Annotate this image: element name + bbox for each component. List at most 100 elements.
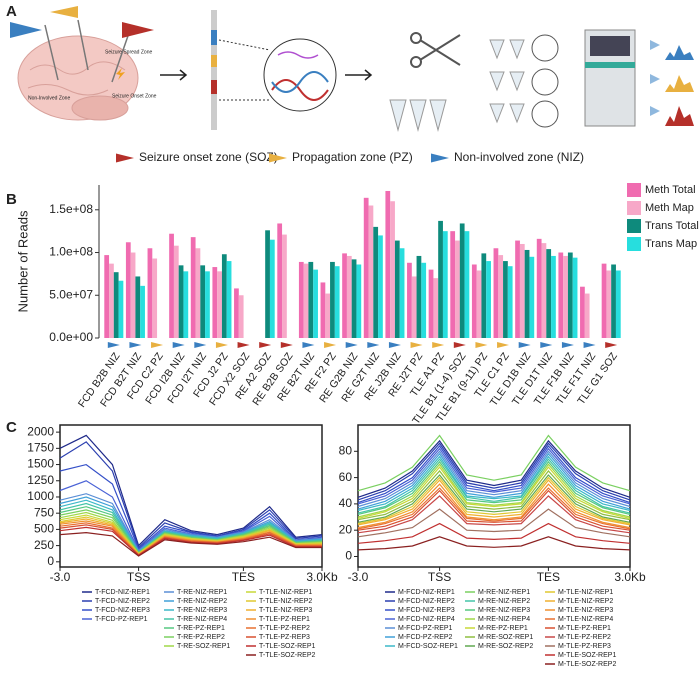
profile-line (59, 531, 322, 557)
bar (428, 269, 434, 338)
x-tick-label: TES (537, 570, 560, 584)
brain-label: Seizure Onset Zone (112, 93, 157, 99)
legend-swatch (627, 183, 641, 197)
bar (411, 276, 417, 338)
bar (503, 261, 508, 338)
zone-flag (324, 342, 337, 348)
profile-line (357, 495, 631, 534)
bar (416, 255, 422, 338)
zone-flag (605, 342, 618, 348)
profile-line (357, 447, 631, 505)
y-tick-label: 1750 (27, 441, 54, 455)
bar (455, 240, 460, 338)
brain-label: Seizure Spread Zone (105, 49, 152, 55)
x-tick-label: TSS (127, 570, 150, 584)
bar (346, 255, 352, 338)
bar (373, 226, 379, 338)
bar (282, 234, 287, 338)
legend-label: M-FCD-PZ-REP2 (398, 634, 453, 641)
bar (471, 264, 477, 338)
bar (584, 293, 590, 338)
y-tick-label: 1.0e+08 (49, 245, 93, 259)
zone-flag (583, 342, 596, 348)
y-tick-label: 0 (47, 554, 54, 568)
bar (394, 240, 400, 338)
zone-flag (215, 342, 228, 348)
bar (390, 201, 395, 338)
legend-label: M-TLE-PZ-REP1 (558, 625, 611, 632)
legend-label: M-TLE-NIZ-REP3 (558, 607, 613, 614)
legend-label: M-TLE-NIZ-REP1 (558, 589, 613, 596)
x-tick-label: 3.0Kb (614, 570, 646, 584)
zone-flag (518, 342, 531, 348)
legend-swatch (627, 237, 641, 251)
profile-line (357, 466, 631, 519)
legend-label: T-FCD-NIZ-REP2 (95, 598, 150, 605)
legend-label: T-TLE-PZ-REP3 (259, 634, 310, 641)
profile-line (357, 460, 631, 515)
profile-line (357, 508, 631, 538)
zone-flag (432, 342, 445, 348)
bar (212, 267, 218, 338)
bar (342, 253, 347, 338)
profile-line (357, 487, 631, 530)
legend-label: M-TLE-PZ-REP2 (558, 634, 611, 641)
bar (541, 243, 547, 338)
bar (238, 295, 244, 338)
zone-legend-label: Non-involved zone (NIZ) (454, 150, 584, 164)
profile-line (357, 476, 631, 525)
bar (173, 245, 179, 338)
bar (399, 248, 405, 338)
profile-line (357, 458, 631, 514)
legend-label: M-RE-NIZ-REP1 (478, 589, 530, 596)
legend-swatch (627, 201, 641, 215)
bar (385, 190, 391, 338)
bar (515, 240, 520, 338)
bar (109, 263, 114, 338)
legend-label: T-RE-PZ-REP1 (177, 625, 225, 632)
profile-line (357, 434, 631, 492)
bar (234, 288, 239, 338)
bar (178, 265, 184, 338)
legend-label: T-RE-PZ-REP2 (177, 634, 225, 641)
legend-label: M-RE-NIZ-REP4 (478, 616, 530, 623)
legend-label: T-TLE-SOZ-REP2 (259, 652, 316, 659)
bar (104, 255, 110, 338)
zone-flag (431, 153, 449, 163)
zone-flag (194, 342, 207, 348)
zone-flag (475, 342, 488, 348)
legend-label: T-RE-NIZ-REP1 (177, 589, 227, 596)
zone-legend-label: Propagation zone (PZ) (292, 150, 413, 164)
zone-flag (107, 342, 120, 348)
profile-line (357, 455, 631, 512)
legend-label: M-TLE-NIZ-REP2 (558, 598, 613, 605)
profile-line (357, 439, 631, 498)
legend-label: Trans Total (645, 220, 699, 232)
legend-label: M-RE-SOZ-REP1 (478, 634, 533, 641)
y-tick-label: 60 (339, 470, 353, 484)
bar (320, 282, 326, 338)
bar (113, 272, 119, 338)
bar (147, 248, 153, 338)
legend-label: M-TLE-SOZ-REP2 (558, 661, 616, 668)
bar (442, 231, 448, 338)
bar (486, 261, 491, 338)
y-tick-label: 250 (34, 538, 54, 552)
y-tick-label: 0.0e+00 (49, 330, 93, 344)
bar (298, 261, 304, 338)
bar (606, 270, 612, 338)
profile-line (357, 483, 631, 529)
bar (140, 285, 145, 338)
brain-illustration (10, 6, 154, 121)
bar (169, 233, 174, 338)
zone-flag (259, 342, 272, 348)
bar (433, 278, 439, 338)
x-tick-label: -3.0 (348, 570, 369, 584)
y-tick-label: 0 (345, 549, 352, 563)
legend-label: T-FCD-NIZ-REP1 (95, 589, 150, 596)
bar (200, 265, 206, 338)
legend-label: M-FCD-NIZ-REP2 (398, 598, 455, 605)
bar (351, 259, 357, 338)
legend-label: M-RE-NIZ-REP2 (478, 598, 530, 605)
zone-flag (280, 342, 293, 348)
